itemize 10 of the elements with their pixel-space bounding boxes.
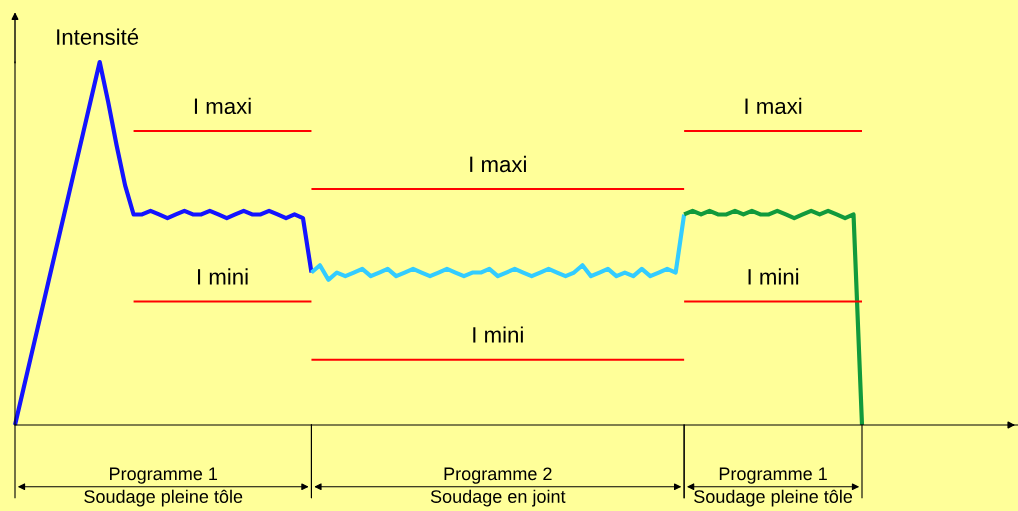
series-label: I mini — [473, 326, 523, 343]
text: Programme 2 Soudage en joint — [430, 467, 566, 507]
series-label: I maxi — [745, 97, 802, 115]
text: Programme 1 Soudage pleine tôle — [694, 467, 853, 507]
series-label: I maxi — [194, 97, 251, 115]
series-label: I mini — [748, 268, 799, 285]
y-axis-title: Intensité — [57, 28, 139, 45]
series-label: I maxi — [470, 155, 526, 173]
text: Programme 1 Soudage pleine tôle — [84, 467, 243, 507]
series-label: I mini — [198, 268, 248, 285]
